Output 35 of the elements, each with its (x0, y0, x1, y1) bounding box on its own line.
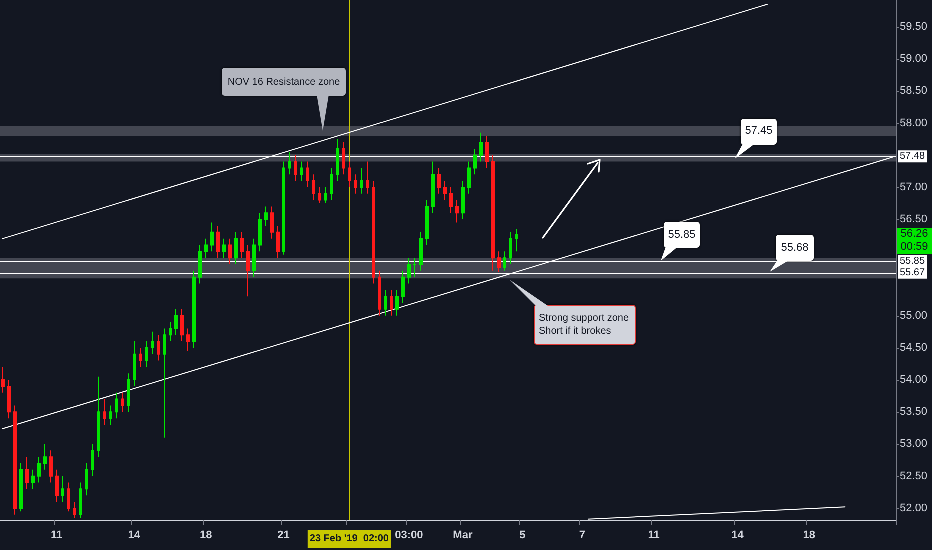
y-tick-label: 57.00 (900, 181, 928, 194)
annotation: Strong support zone Short if it brokes (534, 305, 636, 345)
ref-line-label: 55.85 (900, 256, 926, 267)
y-tick-label: 53.00 (900, 438, 928, 450)
x-tick-label: 11 (50, 530, 63, 542)
x-tick-label: 18 (200, 530, 212, 542)
x-tick-label: 14 (732, 530, 745, 542)
x-tick-label: 5 (520, 530, 526, 542)
annotation: 56.26 (897, 228, 932, 242)
x-tick-label: 18 (803, 530, 816, 542)
y-tick-label: 59.00 (900, 53, 928, 66)
annotation: 55.85 (664, 222, 700, 248)
y-tick-label: 54.00 (900, 374, 928, 386)
ref-line-label: 55.67 (900, 267, 926, 278)
y-tick-label: 54.50 (900, 342, 928, 354)
x-tick-label: 11 (648, 530, 660, 542)
y-tick-label: 53.50 (900, 406, 928, 418)
x-tick-label: 03:00 (395, 530, 424, 542)
y-tick-label: 56.50 (900, 214, 928, 226)
annotation: 57.45 (741, 118, 777, 145)
x-tick-label: 23 Feb '19 02:00 (310, 534, 390, 544)
x-tick-label: Mar (453, 530, 474, 542)
annotation: NOV 16 Resistance zone (222, 68, 346, 96)
y-tick-label: 52.50 (900, 470, 928, 482)
ref-line-label: 57.48 (900, 151, 926, 162)
x-tick-label: 14 (128, 530, 142, 542)
text: 00:59 (897, 241, 932, 254)
y-tick-label: 58.00 (900, 117, 928, 130)
y-tick-label: 52.00 (900, 502, 928, 514)
x-tick-label: 7 (579, 530, 586, 542)
x-tick-label: 21 (278, 530, 290, 542)
y-tick-label: 59.50 (900, 20, 928, 33)
annotation: 55.68 (776, 235, 814, 262)
y-tick-label: 55.00 (900, 310, 928, 322)
y-tick-label: 58.50 (900, 85, 928, 98)
